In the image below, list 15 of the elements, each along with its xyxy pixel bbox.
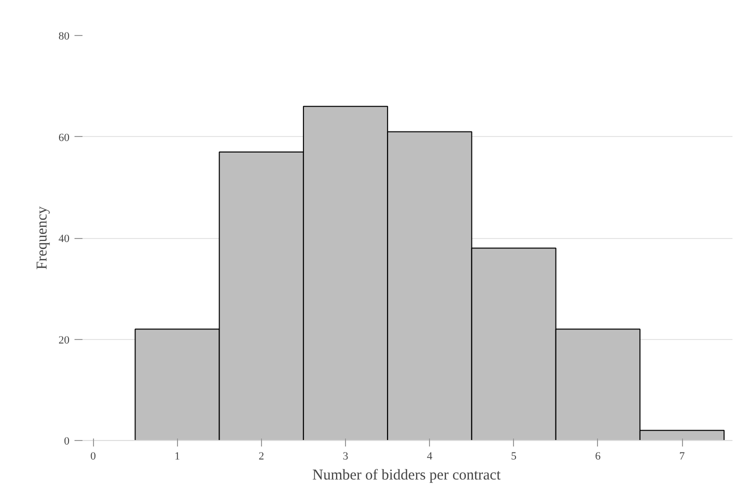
x-axis-title: Number of bidders per contract [312, 468, 502, 484]
x-tick-label: 4 [426, 450, 433, 462]
y-tick-label: 20 [58, 334, 70, 346]
x-tick-label: 1 [174, 450, 180, 462]
y-tick-label: 60 [58, 132, 70, 144]
x-tick-label: 5 [511, 450, 518, 462]
x-tick-label: 0 [90, 450, 96, 462]
y-tick-label: 80 [58, 30, 70, 42]
y-tick-label: 40 [58, 233, 70, 245]
x-tick-label: 3 [342, 450, 349, 462]
x-tick-label: 7 [679, 450, 686, 462]
x-tick-label: 2 [258, 450, 264, 462]
y-axis-title: Frequency [34, 206, 50, 270]
y-tick-label: 0 [64, 436, 70, 448]
x-tick-label: 6 [595, 450, 602, 462]
